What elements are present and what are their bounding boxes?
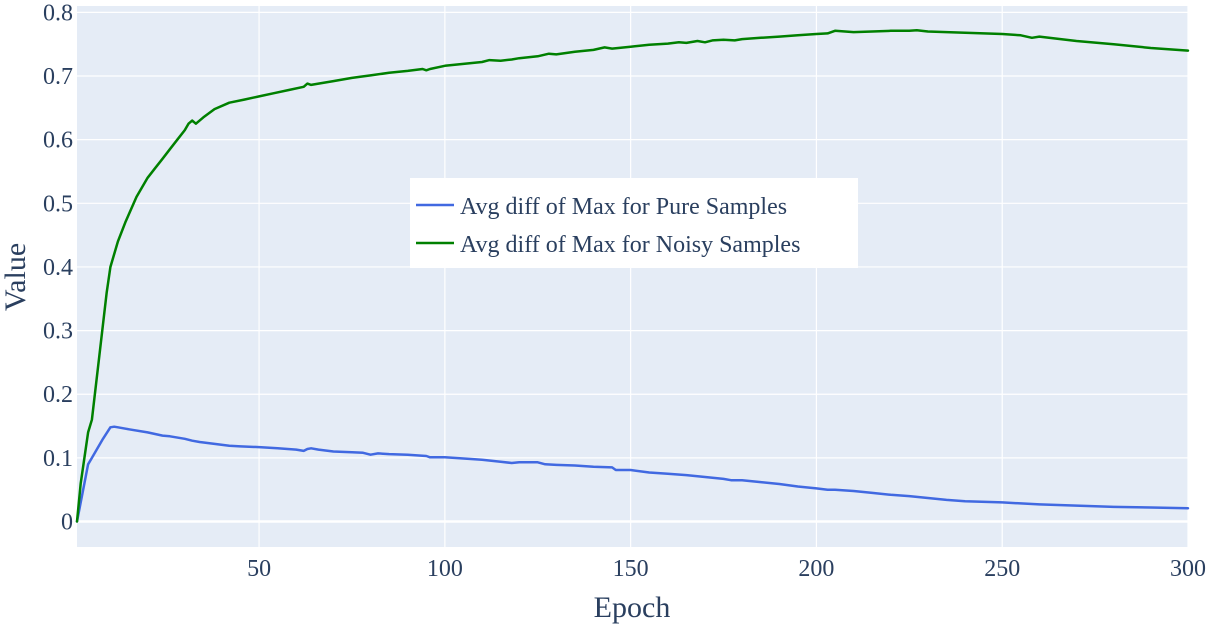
x-tick-label: 250 (984, 556, 1020, 582)
legend-box (410, 178, 858, 268)
y-tick-label: 0.2 (43, 382, 73, 408)
y-axis-title: Value (0, 243, 32, 311)
y-tick-label: 0.7 (43, 64, 73, 90)
x-tick-label: 50 (247, 556, 271, 582)
series-lines (75, 28, 1190, 523)
x-tick-label: 300 (1170, 556, 1206, 582)
y-tick-label: 0.1 (43, 446, 73, 472)
y-tick-label: 0 (61, 510, 73, 536)
y-tick-labels: 0 0.1 0.2 0.3 0.4 0.5 0.6 0.7 0.8 (43, 0, 73, 535)
legend: Avg diff of Max for Pure Samples Avg dif… (410, 178, 858, 268)
y-tick-label: 0.6 (43, 128, 73, 154)
plot-area (77, 6, 1188, 547)
x-tick-label: 200 (798, 556, 834, 582)
legend-label-noisy: Avg diff of Max for Noisy Samples (460, 232, 800, 258)
legend-label-pure: Avg diff of Max for Pure Samples (460, 194, 787, 220)
y-tick-label: 0.5 (43, 191, 73, 217)
x-tick-label: 100 (427, 556, 463, 582)
x-tick-label: 150 (613, 556, 649, 582)
y-tick-label: 0.8 (43, 0, 73, 26)
series-line-pure (75, 425, 1190, 523)
y-tick-label: 0.3 (43, 319, 73, 345)
series-line-noisy (75, 28, 1190, 523)
x-axis-title: Epoch (594, 591, 671, 624)
x-tick-labels: 50 100 150 200 250 300 (247, 556, 1206, 582)
y-tick-label: 0.4 (43, 255, 73, 281)
